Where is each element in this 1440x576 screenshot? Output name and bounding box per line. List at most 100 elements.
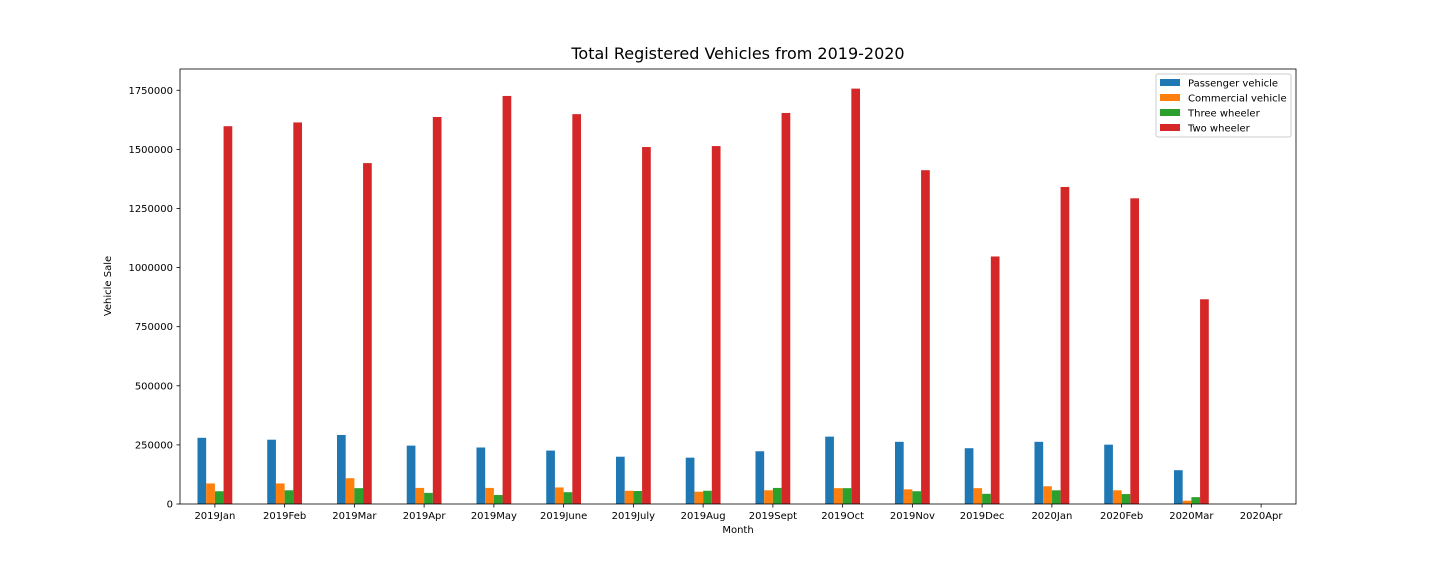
bar-2019Oct-three-wheeler	[842, 488, 852, 504]
legend-label: Passenger vehicle	[1188, 79, 1278, 90]
x-tick-label: 2019Oct	[821, 511, 864, 522]
bar-2019Apr-commercial-vehicle	[415, 487, 425, 504]
bar-2019June-three-wheeler	[563, 492, 573, 504]
chart-title: Total Registered Vehicles from 2019-2020	[570, 44, 904, 63]
y-tick-label: 750000	[135, 322, 173, 333]
bar-2019Nov-two-wheeler	[921, 170, 930, 504]
bar-2019May-commercial-vehicle	[485, 487, 494, 504]
bar-2019Dec-commercial-vehicle	[973, 488, 983, 504]
bar-2019Aug-commercial-vehicle	[694, 491, 704, 504]
bar-2019Feb-three-wheeler	[284, 490, 294, 504]
legend-swatch	[1160, 94, 1180, 101]
bar-2019May-three-wheeler	[493, 495, 503, 504]
x-tick-label: 2020Jan	[1031, 511, 1072, 522]
plot-frame	[179, 68, 1297, 505]
y-tick-label: 1250000	[128, 204, 173, 215]
x-tick-label: 2020Feb	[1100, 511, 1143, 522]
legend-frame	[1155, 73, 1292, 138]
bar-2019May-passenger-vehicle	[476, 447, 486, 504]
bar-2020Mar-three-wheeler	[1191, 497, 1201, 504]
bar-2019Aug-three-wheeler	[703, 490, 712, 504]
bar-2019Aug-passenger-vehicle	[685, 457, 695, 504]
bar-2019Apr-two-wheeler	[432, 116, 442, 505]
bar-2019Mar-passenger-vehicle	[336, 434, 346, 504]
bar-2019Dec-passenger-vehicle	[964, 448, 974, 504]
series-two-wheeler	[223, 88, 1209, 505]
bar-2019Sept-three-wheeler	[772, 487, 782, 504]
bar-2019Feb-commercial-vehicle	[275, 483, 285, 504]
legend-label: Three wheeler	[1187, 109, 1261, 120]
bar-2019Apr-passenger-vehicle	[406, 445, 416, 504]
y-tick-label: 0	[167, 500, 173, 511]
bar-2020Jan-passenger-vehicle	[1034, 441, 1044, 504]
bar-2019July-commercial-vehicle	[624, 490, 634, 504]
legend-label: Commercial vehicle	[1188, 94, 1287, 105]
series-commercial-vehicle	[206, 478, 1192, 504]
bar-2019Sept-two-wheeler	[781, 112, 791, 504]
bar-2019July-three-wheeler	[633, 491, 643, 504]
bar-2019Jan-commercial-vehicle	[206, 483, 215, 504]
bar-2020Mar-passenger-vehicle	[1173, 470, 1183, 504]
bar-2019Nov-passenger-vehicle	[894, 441, 904, 504]
y-axis-label: Vehicle Sale	[103, 256, 114, 316]
bar-2019Jan-three-wheeler	[214, 491, 224, 504]
bar-2019Oct-two-wheeler	[851, 88, 861, 505]
x-tick-label: 2019July	[612, 511, 656, 522]
bar-2019Aug-two-wheeler	[711, 146, 721, 504]
bar-2019June-commercial-vehicle	[554, 487, 564, 504]
x-tick-label: 2019Apr	[403, 511, 447, 522]
x-tick-label: 2019Nov	[890, 511, 935, 522]
legend: Passenger vehicle Commercial vehicle Three…	[1155, 73, 1292, 138]
y-tick-label: 250000	[135, 440, 173, 451]
legend-label: Two wheeler	[1187, 124, 1251, 135]
bar-2019Sept-commercial-vehicle	[764, 490, 773, 504]
x-tick-label: 2019Mar	[332, 511, 377, 522]
bar-2019Dec-three-wheeler	[982, 493, 991, 504]
bar-2019Sept-passenger-vehicle	[755, 451, 765, 504]
bar-2019Oct-passenger-vehicle	[825, 436, 834, 504]
plot-area: 0 250000 500000 750000 1000000 1250000 1500000…	[128, 68, 1297, 522]
bar-2019Feb-passenger-vehicle	[267, 439, 276, 504]
bar-2019Dec-two-wheeler	[990, 256, 1000, 504]
bar-2019July-two-wheeler	[642, 147, 651, 504]
x-tick-label: 2020Apr	[1240, 511, 1284, 522]
bar-2019Nov-three-wheeler	[912, 491, 922, 504]
y-tick-label: 1750000	[128, 86, 173, 97]
bar-2019Nov-commercial-vehicle	[903, 489, 913, 504]
bar-2020Mar-two-wheeler	[1200, 299, 1209, 504]
x-tick-label: 2019May	[471, 511, 517, 522]
x-tick-label: 2020Mar	[1169, 511, 1214, 522]
legend-swatch	[1160, 124, 1180, 131]
bar-2020Feb-two-wheeler	[1130, 198, 1140, 504]
bar-2020Jan-commercial-vehicle	[1043, 486, 1052, 504]
bar-2019Jan-passenger-vehicle	[197, 437, 207, 504]
x-tick-label: 2019June	[540, 511, 587, 522]
bar-2019Mar-commercial-vehicle	[345, 478, 355, 504]
bar-2019Mar-three-wheeler	[354, 488, 364, 504]
x-tick-label: 2019Feb	[263, 511, 306, 522]
bar-2020Jan-two-wheeler	[1060, 186, 1070, 504]
bar-2019May-two-wheeler	[502, 95, 512, 504]
y-tick-label: 1000000	[128, 263, 173, 274]
bar-2019Mar-two-wheeler	[363, 163, 372, 504]
bar-2019Oct-commercial-vehicle	[833, 488, 843, 504]
bar-2019July-passenger-vehicle	[615, 456, 625, 504]
legend-swatch	[1160, 109, 1180, 116]
bar-2019Feb-two-wheeler	[293, 122, 303, 505]
y-tick-label: 500000	[135, 381, 173, 392]
bar-2020Mar-commercial-vehicle	[1182, 500, 1192, 504]
bar-2019Apr-three-wheeler	[424, 492, 433, 504]
x-tick-label: 2019Aug	[681, 511, 726, 522]
bar-2020Feb-commercial-vehicle	[1112, 490, 1122, 504]
bar-2019June-two-wheeler	[572, 114, 582, 505]
series-passenger-vehicle	[197, 434, 1183, 504]
bar-2020Feb-passenger-vehicle	[1104, 444, 1113, 504]
bar-2020Feb-three-wheeler	[1121, 494, 1131, 504]
y-tick-label: 1500000	[128, 145, 173, 156]
legend-swatch	[1160, 79, 1180, 86]
bar-2019Jan-two-wheeler	[223, 126, 233, 505]
bar-2020Jan-three-wheeler	[1051, 490, 1061, 504]
x-tick-label: 2019Dec	[960, 511, 1005, 522]
series-three-wheeler	[214, 487, 1201, 504]
